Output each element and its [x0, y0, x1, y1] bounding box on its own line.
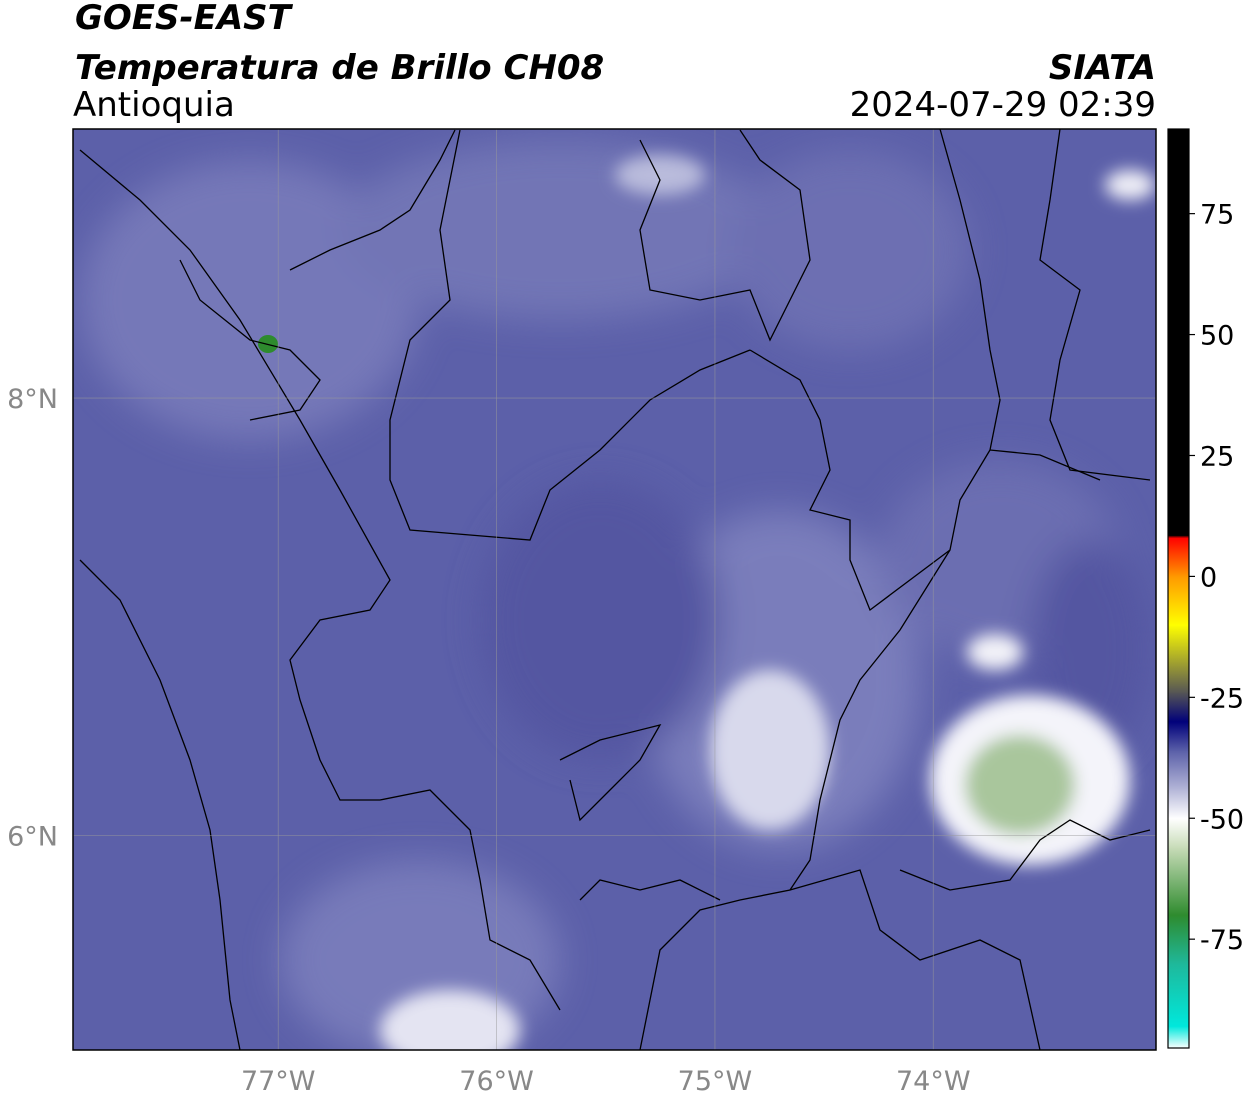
region: Antioquia — [73, 85, 235, 125]
colorbar-tick-label: -25 — [1200, 683, 1244, 714]
grid — [73, 129, 1156, 1050]
datetime: 2024-07-29 02:39 — [850, 85, 1156, 125]
x-tick-label: 76°W — [459, 1066, 534, 1097]
colorbar-frame — [1167, 128, 1190, 1049]
product: Temperatura de Brillo CH08 — [75, 48, 604, 88]
map-image — [73, 129, 1156, 1050]
colorbar-segment — [1168, 847, 1189, 916]
colorbar-segment — [1168, 624, 1189, 693]
satellite: GOES-EAST — [75, 0, 294, 38]
colorbar-tick-label: 0 — [1200, 562, 1217, 593]
x-tick-label: 77°W — [241, 1066, 316, 1097]
x-tick-label: 75°W — [678, 1066, 753, 1097]
colorbar-tick-label: 25 — [1200, 441, 1234, 472]
y-tick-label: 8°N — [7, 384, 58, 415]
colorbar-segment — [1168, 535, 1189, 539]
colorbar-tick-label: 50 — [1200, 321, 1234, 352]
map-frame — [72, 128, 1157, 1051]
colorbar-segment — [1168, 1026, 1189, 1049]
colorbar-tick-label: -75 — [1200, 925, 1244, 956]
colorbar-tick-label: -50 — [1200, 804, 1244, 835]
colorbar-segment — [1168, 789, 1189, 819]
colorbar-segment — [1168, 818, 1189, 848]
y-tick-label: 6°N — [7, 822, 58, 853]
colorbar-segment — [1168, 537, 1189, 577]
x-tick-label: 74°W — [896, 1066, 971, 1097]
colorbar-segment — [1168, 576, 1189, 626]
colorbar — [1168, 129, 1195, 1049]
colorbar-segment — [1168, 721, 1189, 752]
colorbar-segment — [1168, 129, 1189, 536]
colorbar-segment — [1168, 750, 1189, 790]
source: SIATA — [1049, 48, 1156, 88]
colorbar-segment — [1168, 914, 1189, 964]
colorbar-segment — [1168, 692, 1189, 723]
colorbar-tick-label: 75 — [1200, 200, 1234, 231]
colorbar-segment — [1168, 963, 1189, 1027]
